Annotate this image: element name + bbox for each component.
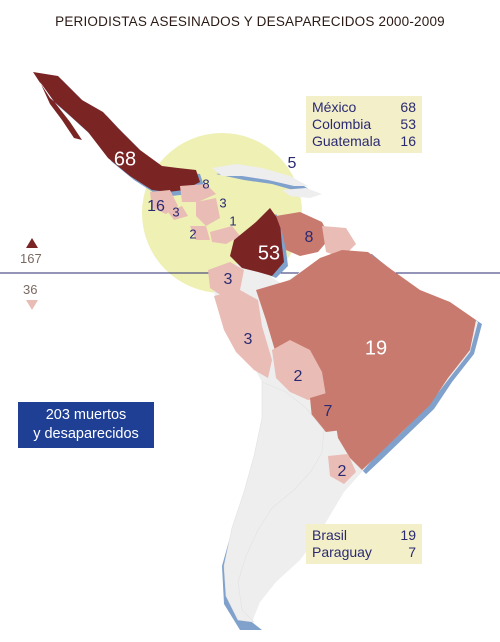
elsalvador-shape	[168, 206, 188, 220]
label-nicaragua: 3	[219, 195, 227, 211]
label-bolivia: 2	[293, 368, 303, 385]
label-peru: 3	[243, 331, 253, 348]
label-honduras: 8	[202, 176, 210, 192]
total-line1: 203 muertos	[45, 407, 127, 423]
label-cuba: 5	[287, 155, 297, 172]
legend-country: Colombia	[312, 116, 372, 132]
legend-bottom: Brasil 19 Paraguay 7	[306, 524, 422, 564]
cuba-shape	[212, 164, 308, 186]
legend-top: México 68 Colombia 53 Guatemala 16	[306, 96, 422, 153]
brazil-shape	[256, 250, 476, 470]
map-title: PERIODISTAS ASESINADOS Y DESAPARECIDOS 2…	[55, 14, 445, 29]
nicaragua-shape	[196, 198, 220, 226]
down-arrow-icon	[26, 300, 38, 310]
legend-value: 19	[400, 527, 416, 543]
label-elsalvador: 3	[172, 204, 180, 220]
legend-country: Guatemala	[312, 133, 381, 149]
colombia-shape	[230, 208, 284, 276]
legend-row: Guatemala 16	[312, 133, 416, 150]
legend-value: 7	[408, 544, 416, 560]
legend-value: 16	[400, 133, 416, 149]
mexico-shape	[33, 72, 200, 192]
above-line-count: 167	[20, 251, 42, 266]
peru-shape	[214, 290, 272, 378]
label-colombia: 53	[257, 242, 281, 265]
ecuador-shape	[208, 262, 244, 296]
legend-country: Paraguay	[312, 544, 372, 560]
label-venezuela: 8	[304, 229, 314, 246]
hispaniola-shape	[282, 188, 322, 198]
legend-row: Colombia 53	[312, 116, 416, 133]
legend-row: México 68	[312, 99, 416, 116]
venezuela-shape	[276, 212, 330, 256]
costarica-shape	[190, 226, 210, 240]
legend-value: 68	[400, 99, 416, 115]
up-arrow-icon	[26, 238, 38, 248]
label-paraguay: 7	[323, 403, 333, 420]
bolivia-shape	[272, 340, 326, 400]
label-panama: 1	[229, 213, 237, 229]
legend-row: Paraguay 7	[312, 544, 416, 561]
below-line-count: 36	[23, 282, 38, 297]
total-line2: y desaparecidos	[33, 426, 139, 442]
legend-country: México	[312, 99, 357, 115]
panama-shape	[210, 226, 240, 244]
label-costarica: 2	[189, 226, 197, 242]
label-guatemala: 16	[147, 198, 165, 215]
guyanas-shape	[322, 226, 356, 258]
legend-country: Brasil	[312, 527, 348, 543]
label-ecuador: 3	[223, 271, 233, 288]
legend-row: Brasil 19	[312, 527, 416, 544]
legend-value: 53	[400, 116, 416, 132]
guatemala-shape	[150, 190, 178, 214]
label-mexico: 68	[113, 148, 137, 171]
label-brazil: 19	[364, 337, 388, 360]
paraguay-shape	[310, 392, 346, 432]
southern-cone-shape	[223, 381, 325, 623]
honduras-shape	[180, 184, 216, 202]
uruguay-shape	[328, 454, 356, 484]
label-uruguay: 2	[337, 463, 347, 480]
total-box: 203 muertos y desaparecidos	[18, 402, 154, 448]
